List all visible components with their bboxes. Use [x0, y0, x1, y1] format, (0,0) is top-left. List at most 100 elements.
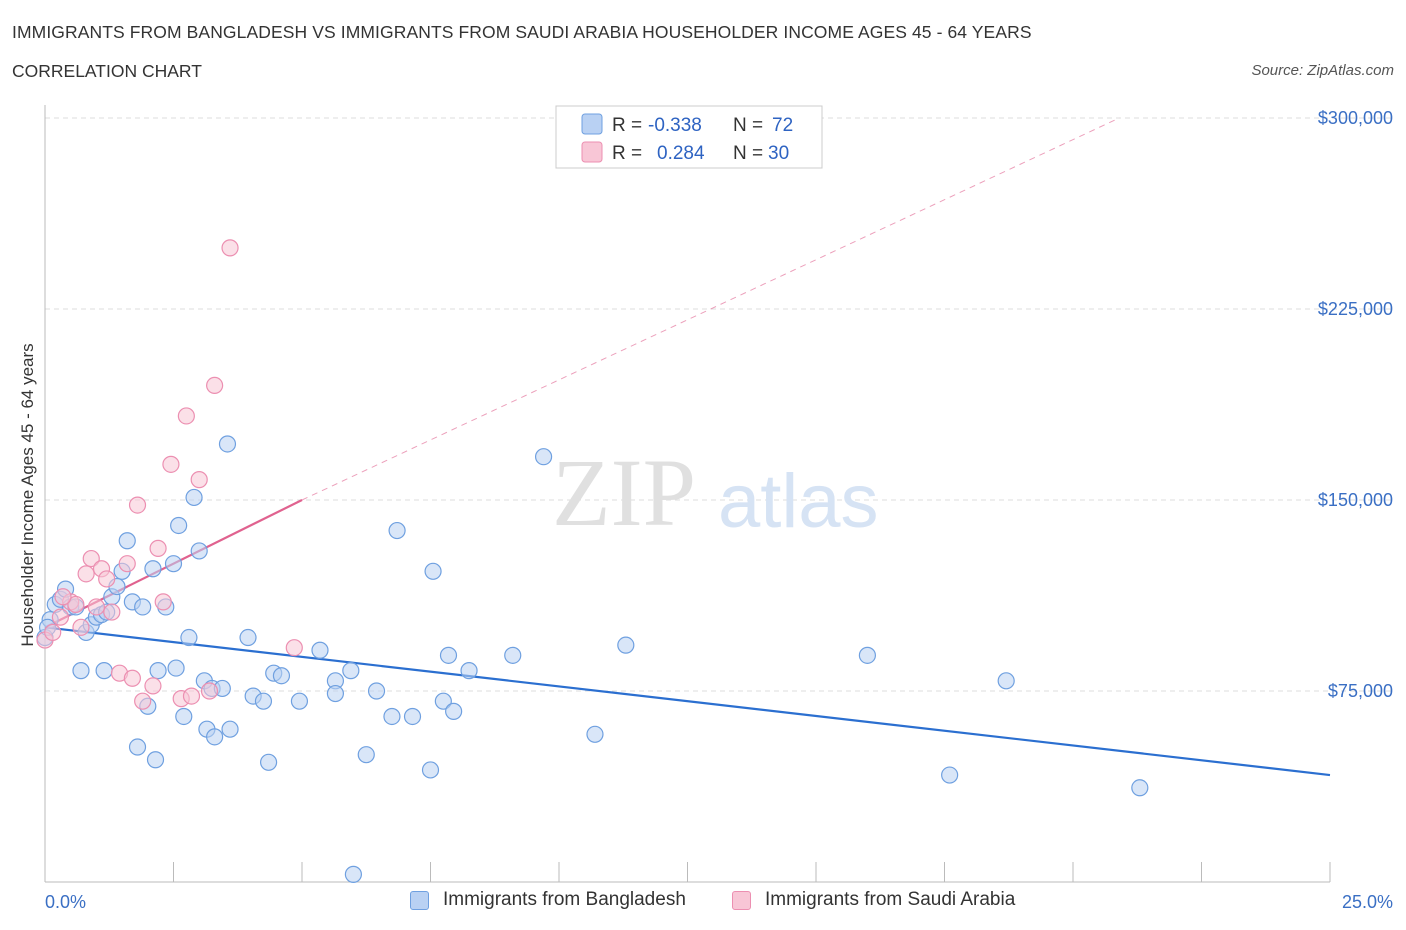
point-pink-26 [285, 639, 303, 657]
point-blue-62 [460, 662, 478, 680]
point-blue-63 [504, 646, 522, 664]
source-credit: Source: ZipAtlas.com [1251, 62, 1394, 79]
point-blue-54 [383, 707, 401, 726]
legend-pink-n-value: 30 [768, 143, 789, 164]
point-pink-27 [54, 588, 72, 606]
point-blue-51 [344, 865, 362, 883]
trend-line-blue [44, 626, 1331, 777]
x-tick-label-min: 0.0% [45, 892, 86, 912]
point-blue-22 [144, 560, 162, 578]
legend-pink-r-value: 0.284 [657, 143, 705, 164]
point-blue-29 [175, 707, 193, 726]
point-pink-6 [82, 549, 100, 568]
point-pink-24 [206, 376, 224, 394]
legend-blue-r-value: -0.338 [648, 115, 702, 136]
point-blue-56 [403, 707, 422, 726]
point-blue-45 [272, 667, 291, 685]
points-layer [36, 239, 1149, 883]
point-pink-13 [128, 496, 147, 514]
y-tick-label-0: $75,000 [1328, 681, 1393, 701]
point-blue-68 [941, 766, 959, 784]
point-blue-49 [326, 684, 345, 703]
point-blue-31 [185, 488, 203, 507]
point-blue-42 [254, 692, 273, 710]
legend-pink-swatch [581, 141, 603, 163]
point-blue-39 [221, 720, 239, 738]
point-pink-28 [87, 598, 106, 616]
point-blue-47 [311, 641, 329, 659]
legend-blue-n-label: N = [733, 115, 763, 136]
x-tick-label-max: 25.0% [1342, 892, 1393, 912]
chart-title: IMMIGRANTS FROM BANGLADESH VS IMMIGRANTS… [12, 22, 1032, 42]
point-blue-58 [424, 562, 442, 580]
point-blue-50 [342, 662, 360, 680]
point-pink-9 [103, 603, 121, 621]
point-blue-65 [586, 725, 604, 743]
point-blue-69 [997, 672, 1015, 690]
point-pink-1 [51, 608, 70, 626]
legend-bottom-blue-swatch [410, 890, 429, 910]
legend-bottom: Immigrants from Bangladesh Immigrants fr… [0, 889, 1406, 917]
point-pink-5 [77, 565, 95, 583]
axis-layer [44, 105, 1330, 883]
point-pink-23 [200, 682, 219, 700]
legend-pink-r-label: R = [612, 143, 642, 164]
point-blue-28 [170, 516, 188, 535]
point-blue-32 [190, 542, 208, 560]
legend-top: R = -0.338 N = 72 R = 0.284 N = 30 [555, 105, 823, 169]
point-blue-61 [445, 702, 463, 720]
point-pink-8 [98, 570, 116, 588]
legend-blue-r-label: R = [612, 115, 642, 136]
trend-extension-pink [301, 117, 1120, 501]
point-pink-16 [149, 539, 167, 557]
legend-bottom-saudi-arabia-label: Immigrants from Saudi Arabia [765, 889, 1016, 910]
y-tick-label-2: $225,000 [1318, 299, 1393, 319]
point-blue-27 [167, 659, 185, 677]
point-pink-12 [123, 669, 141, 687]
point-blue-70 [1131, 779, 1149, 797]
y-axis-title: Householder Income Ages 45 - 64 years [18, 343, 37, 646]
watermark-atlas: atlas [718, 459, 879, 544]
point-blue-30 [180, 628, 198, 647]
point-blue-53 [367, 682, 386, 700]
point-blue-46 [290, 692, 309, 710]
point-pink-22 [190, 471, 208, 489]
point-pink-29 [44, 623, 62, 642]
legend-blue-n-value: 72 [772, 115, 793, 136]
point-blue-17 [118, 532, 136, 550]
point-blue-64 [534, 448, 553, 466]
point-pink-17 [154, 593, 172, 611]
point-blue-66 [617, 636, 635, 654]
y-tick-label-1: $150,000 [1318, 490, 1393, 510]
point-blue-7 [72, 662, 90, 680]
point-blue-55 [388, 521, 406, 540]
legend-pink-n-label: N = [733, 143, 763, 164]
point-pink-21 [182, 687, 201, 705]
point-blue-20 [134, 598, 152, 616]
point-pink-15 [144, 677, 162, 695]
point-blue-67 [858, 646, 877, 664]
legend-bottom-pink-swatch [732, 890, 751, 910]
point-pink-3 [67, 595, 85, 614]
point-blue-59 [434, 692, 452, 710]
point-pink-20 [177, 407, 195, 425]
point-pink-25 [221, 239, 239, 257]
legend-bottom-saudi-arabia[interactable]: Immigrants from Saudi Arabia [732, 889, 1015, 911]
point-blue-24 [149, 662, 167, 680]
chart-subtitle: CORRELATION CHART [12, 61, 202, 81]
point-blue-19 [128, 738, 147, 756]
legend-blue-swatch [581, 113, 603, 135]
watermark: ZIP atlas [552, 439, 879, 546]
point-blue-38 [218, 435, 237, 453]
point-blue-36 [206, 728, 224, 746]
legend-bottom-bangladesh-label: Immigrants from Bangladesh [443, 889, 686, 910]
watermark-zip: ZIP [552, 439, 696, 546]
legend-bottom-bangladesh[interactable]: Immigrants from Bangladesh [410, 889, 686, 911]
point-blue-23 [146, 751, 165, 769]
point-blue-43 [259, 753, 278, 771]
point-pink-18 [162, 455, 180, 473]
point-pink-4 [72, 618, 90, 636]
point-blue-60 [439, 646, 458, 664]
point-blue-13 [95, 662, 113, 680]
